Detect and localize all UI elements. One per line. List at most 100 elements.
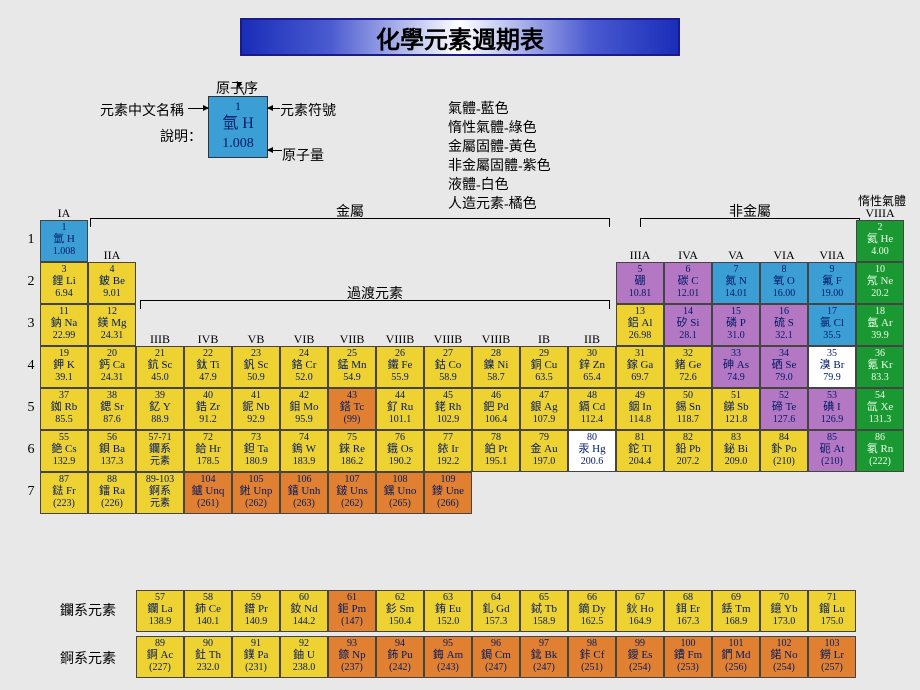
element-105: 105𨧀 Unp(262)	[232, 472, 280, 514]
label-mass: 原子量	[282, 145, 324, 165]
element-86: 86氡 Rn(222)	[856, 430, 904, 472]
element-76: 76鋨 Os190.2	[376, 430, 424, 472]
element-19: 19鉀 K39.1	[40, 346, 88, 388]
note-nonmetal: 非金屬固體-紫色	[448, 157, 551, 176]
element-84: 84釙 Po(210)	[760, 430, 808, 472]
element-47: 47銀 Ag107.9	[520, 388, 568, 430]
element-97: 97鉳 Bk(247)	[520, 636, 568, 678]
element-48: 48鎘 Cd112.4	[568, 388, 616, 430]
period-3: 3	[22, 316, 40, 332]
label-actinide: 錒系元素	[60, 648, 116, 668]
group-VIIA: VIIA	[808, 248, 856, 263]
element-33: 33砷 As74.9	[712, 346, 760, 388]
element-43: 43鎝 Tc(99)	[328, 388, 376, 430]
period-4: 4	[22, 358, 40, 374]
element-56: 56鋇 Ba137.3	[88, 430, 136, 472]
element-83: 83鉍 Bi209.0	[712, 430, 760, 472]
element-75: 75錸 Re186.2	[328, 430, 376, 472]
element-64: 64釓 Gd157.3	[472, 590, 520, 632]
element-68: 68鉺 Er167.3	[664, 590, 712, 632]
arrow-name	[188, 108, 208, 109]
element-62: 62釤 Sm150.4	[376, 590, 424, 632]
group-VIIB: VIIB	[328, 332, 376, 347]
element-23: 23釩 Sc50.9	[232, 346, 280, 388]
element-3: 3鋰 Li6.94	[40, 262, 88, 304]
element-42: 42鉬 Mo95.9	[280, 388, 328, 430]
element-102: 102鍩 No(254)	[760, 636, 808, 678]
element-80: 80汞 Hg200.6	[568, 430, 616, 472]
element-88: 88鐳 Ra(226)	[88, 472, 136, 514]
element-85: 85砈 At(210)	[808, 430, 856, 472]
element-30: 30鋅 Zn65.4	[568, 346, 616, 388]
group-IA: IA	[40, 206, 88, 221]
element-106: 106𨭎 Unh(263)	[280, 472, 328, 514]
title-box: 化學元素週期表	[240, 18, 680, 56]
element-7: 7氮 N14.01	[712, 262, 760, 304]
group-IIIB: IIIB	[136, 332, 184, 347]
arrow-mass	[268, 150, 282, 151]
element-4: 4鈹 Be9.01	[88, 262, 136, 304]
group-IVB: IVB	[184, 332, 232, 347]
element-77: 77銥 Ir192.2	[424, 430, 472, 472]
element-71: 71鎦 Lu175.0	[808, 590, 856, 632]
element-44: 44釕 Ru101.1	[376, 388, 424, 430]
element-6: 6碳 C12.01	[664, 262, 712, 304]
group-VA: VA	[712, 248, 760, 263]
note-liquid: 液體-白色	[448, 176, 551, 195]
note-metal: 金屬固體-黃色	[448, 138, 551, 157]
group-VIIIA: VIIIA	[856, 206, 904, 221]
group-VIIIB: VIIIB	[424, 332, 472, 347]
element-16: 16硫 S32.1	[760, 304, 808, 346]
element-9: 9氟 F19.00	[808, 262, 856, 304]
element-101: 101鍆 Md(256)	[712, 636, 760, 678]
element-25: 25錳 Mn54.9	[328, 346, 376, 388]
color-legend: 氣體-藍色 惰性氣體-綠色 金屬固體-黃色 非金屬固體-紫色 液體-白色 人造元…	[448, 100, 551, 214]
element-81: 81鉈 Tl204.4	[616, 430, 664, 472]
element-20: 20鈣 Ca24.31	[88, 346, 136, 388]
element-2: 2氦 He4.00	[856, 220, 904, 262]
element-31: 31鎵 Ga69.7	[616, 346, 664, 388]
element-21: 21鈧 Sc45.0	[136, 346, 184, 388]
element-39: 39釔 Y88.9	[136, 388, 184, 430]
element-17: 17氯 Cl35.5	[808, 304, 856, 346]
element-8: 8氧 O16.00	[760, 262, 808, 304]
element-13: 13鋁 Al26.98	[616, 304, 664, 346]
element-108: 108𨭆 Uno(265)	[376, 472, 424, 514]
legend-number: 1	[209, 97, 267, 113]
element-41: 41鈮 Nb92.9	[232, 388, 280, 430]
element-37: 37銣 Rb85.5	[40, 388, 88, 430]
element-96: 96鋦 Cm(247)	[472, 636, 520, 678]
legend-cell: 1 氫 H 1.008	[208, 96, 268, 158]
period-1: 1	[22, 232, 40, 248]
element-66: 66鏑 Dy162.5	[568, 590, 616, 632]
element-50: 50錫 Sn118.7	[664, 388, 712, 430]
element-55: 55銫 Cs132.9	[40, 430, 88, 472]
element-69: 69銩 Tm168.9	[712, 590, 760, 632]
element-22: 22鈦 Ti47.9	[184, 346, 232, 388]
element-63: 63銪 Eu152.0	[424, 590, 472, 632]
element-40: 40鋯 Zr91.2	[184, 388, 232, 430]
element-70: 70鐿 Yb173.0	[760, 590, 808, 632]
label-name: 元素中文名稱	[100, 100, 184, 120]
legend-symbol: 氫 H	[209, 113, 267, 135]
bracket-metals: 金屬	[90, 218, 610, 219]
element-29: 29銅 Cu63.5	[520, 346, 568, 388]
group-IIA: IIA	[88, 248, 136, 263]
element-26: 26鐵 Fe55.9	[376, 346, 424, 388]
note-noble: 惰性氣體-綠色	[448, 119, 551, 138]
element-90: 90釷 Th232.0	[184, 636, 232, 678]
element-74: 74鎢 W183.9	[280, 430, 328, 472]
element-11: 11鈉 Na22.99	[40, 304, 88, 346]
element-92: 92鈾 U238.0	[280, 636, 328, 678]
group-IIIA: IIIA	[616, 248, 664, 263]
element-109: 109䥑 Une(266)	[424, 472, 472, 514]
element-12: 12鎂 Mg24.31	[88, 304, 136, 346]
element-18: 18氬 Ar39.9	[856, 304, 904, 346]
group-IB: IB	[520, 332, 568, 347]
arrow-symbol	[268, 108, 280, 109]
element-73: 73鉭 Ta180.9	[232, 430, 280, 472]
element-10: 10氖 Ne20.2	[856, 262, 904, 304]
group-IIB: IIB	[568, 332, 616, 347]
periodic-table-page: 化學元素週期表 1 氫 H 1.008 說明： 原子序 元素符號 元素中文名稱 …	[0, 0, 920, 690]
element-46: 46鈀 Pd106.4	[472, 388, 520, 430]
